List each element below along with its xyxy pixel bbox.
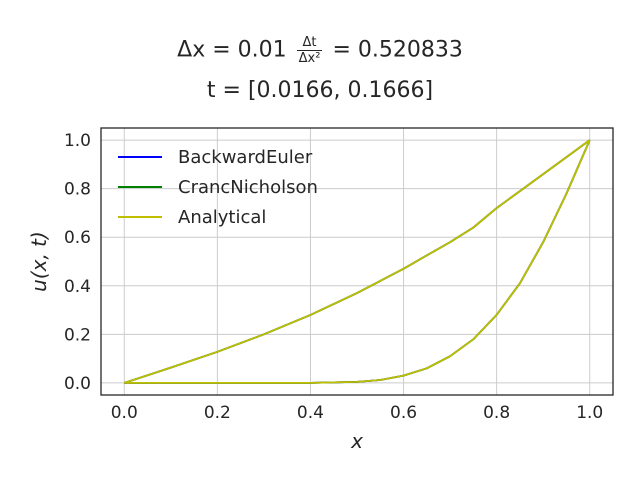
x-tick-label: 0.8 <box>483 403 510 423</box>
title-ratio: = 0.520833 <box>332 37 463 63</box>
legend-label: Analytical <box>178 207 266 228</box>
y-tick-label: 0.8 <box>64 180 91 200</box>
y-tick-labels: 0.0 0.2 0.4 0.6 0.8 1.0 <box>64 131 91 394</box>
y-tick-label: 0.6 <box>64 228 91 248</box>
y-tick-label: 1.0 <box>64 131 91 151</box>
title-fraction: Δt Δx² <box>296 36 323 66</box>
legend-label: CrancNicholson <box>178 177 318 198</box>
title-dx: Δx = 0.01 <box>177 37 287 63</box>
x-axis-label: x <box>350 429 363 453</box>
x-tick-label: 0.4 <box>297 403 324 423</box>
legend-label: BackwardEuler <box>178 147 313 168</box>
y-tick-label: 0.0 <box>64 374 91 394</box>
fraction-numerator: Δt <box>296 36 323 51</box>
series-line-analytical-t0_1666 <box>124 139 591 384</box>
x-tick-label: 0.6 <box>390 403 417 423</box>
chart-subtitle: t = [0.0166, 0.1666] <box>206 78 434 103</box>
y-tick-label: 0.2 <box>64 325 91 345</box>
series-line-analytical-t0_0166 <box>124 139 591 384</box>
series-layer <box>124 139 591 384</box>
x-tick-label: 0.0 <box>111 403 138 423</box>
x-tick-labels: 0.0 0.2 0.4 0.6 0.8 1.0 <box>111 403 604 423</box>
grid-lines <box>101 128 613 395</box>
x-tick-label: 0.2 <box>204 403 231 423</box>
chart-title: Δx = 0.01 Δt Δx² = 0.520833 <box>0 36 640 65</box>
legend: BackwardEuler CrancNicholson Analytical <box>118 147 318 228</box>
plot-frame <box>100 127 614 396</box>
fraction-denominator: Δx² <box>298 51 321 66</box>
x-tick-label: 1.0 <box>576 403 603 423</box>
y-axis-label: u(x, t) <box>27 231 51 292</box>
y-tick-label: 0.4 <box>64 277 91 297</box>
